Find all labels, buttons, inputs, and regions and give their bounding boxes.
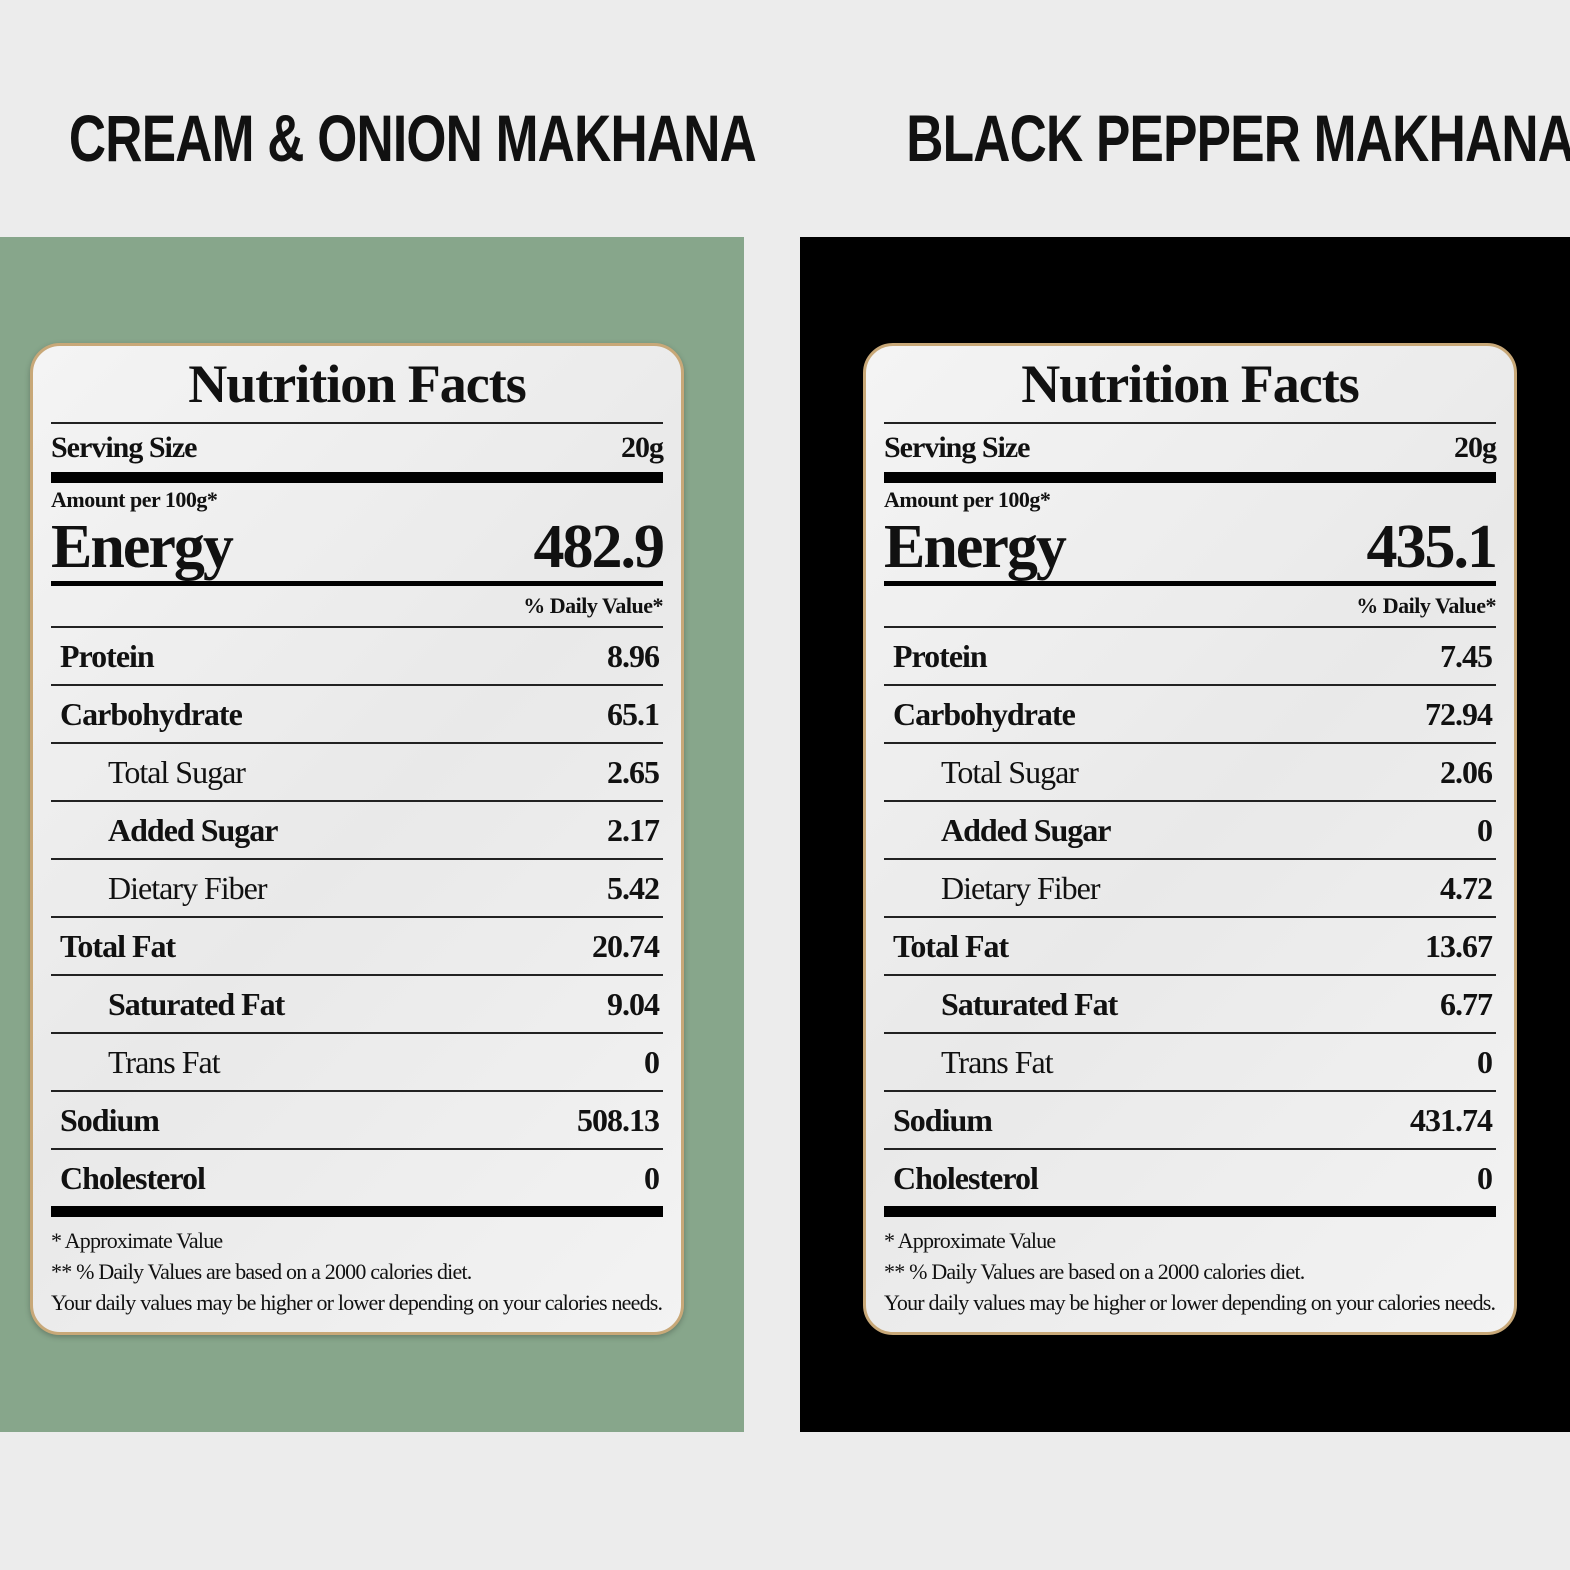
energy-row: Energy 435.1 — [884, 513, 1498, 586]
nutrient-row: Total Sugar 2.06 — [884, 744, 1496, 802]
nutrient-name: Total Sugar — [108, 754, 246, 790]
nutrient-row: Total Fat 20.74 — [51, 918, 663, 976]
nutrient-row: Sodium 508.13 — [51, 1092, 663, 1150]
nutrient-row: Total Sugar 2.65 — [51, 744, 663, 802]
energy-row: Energy 482.9 — [51, 513, 665, 586]
nutrient-row: Cholesterol 0 — [884, 1150, 1496, 1217]
footnote: ** % Daily Values are based on a 2000 ca… — [884, 1259, 1305, 1284]
daily-value-header: % Daily Value* — [884, 586, 1497, 628]
nutrient-row: Protein 8.96 — [51, 628, 663, 686]
serving-size-value: 20g — [621, 431, 664, 464]
nutrient-row: Dietary Fiber 5.42 — [51, 860, 663, 918]
nutrient-name: Total Fat — [893, 928, 1009, 964]
nutrient-name: Dietary Fiber — [108, 870, 267, 906]
nutrient-value: 20.74 — [592, 928, 660, 964]
nutrient-row: Trans Fat 0 — [51, 1034, 663, 1092]
nutrition-label: Nutrition Facts Serving Size 20g Amount … — [863, 343, 1517, 1335]
nutrient-value: 431.74 — [1410, 1102, 1493, 1138]
serving-size-value: 20g — [1454, 431, 1497, 464]
nutrient-name: Carbohydrate — [60, 696, 243, 732]
nutrient-name: Saturated Fat — [941, 986, 1118, 1022]
nutrient-value: 8.96 — [607, 638, 660, 674]
nutrient-name: Added Sugar — [108, 812, 278, 848]
nutrition-label: Nutrition Facts Serving Size 20g Amount … — [30, 343, 684, 1335]
nutrition-facts-title: Nutrition Facts — [884, 346, 1496, 424]
nutrient-value: 5.42 — [607, 870, 660, 906]
nutrient-value: 72.94 — [1425, 696, 1493, 732]
nutrient-name: Carbohydrate — [893, 696, 1076, 732]
nutrient-name: Total Fat — [60, 928, 176, 964]
nutrient-row: Dietary Fiber 4.72 — [884, 860, 1496, 918]
energy-label: Energy — [884, 513, 1067, 581]
energy-value: 482.9 — [533, 513, 665, 581]
nutrient-name: Sodium — [893, 1102, 993, 1138]
energy-label: Energy — [51, 513, 234, 581]
nutrient-value: 0 — [644, 1044, 660, 1080]
nutrient-name: Total Sugar — [941, 754, 1079, 790]
nutrient-row: Added Sugar 2.17 — [51, 802, 663, 860]
nutrient-value: 508.13 — [577, 1102, 660, 1138]
product-panel-cream-onion: Nutrition Facts Serving Size 20g Amount … — [0, 237, 744, 1432]
nutrient-name: Dietary Fiber — [941, 870, 1100, 906]
nutrient-name: Protein — [893, 638, 988, 674]
nutrient-name: Added Sugar — [941, 812, 1111, 848]
amount-per-label: Amount per 100g* — [884, 487, 1051, 512]
nutrient-row: Protein 7.45 — [884, 628, 1496, 686]
nutrient-row: Added Sugar 0 — [884, 802, 1496, 860]
nutrient-row: Saturated Fat 9.04 — [51, 976, 663, 1034]
nutrient-value: 0 — [1477, 1160, 1493, 1196]
footnote: * Approximate Value — [884, 1228, 1056, 1253]
nutrient-row: Sodium 431.74 — [884, 1092, 1496, 1150]
footnote: Your daily values may be higher or lower… — [884, 1290, 1496, 1315]
nutrient-value: 2.06 — [1440, 754, 1493, 790]
amount-per-label: Amount per 100g* — [51, 487, 218, 512]
nutrient-value: 0 — [1477, 812, 1493, 848]
nutrient-name: Cholesterol — [60, 1160, 206, 1196]
serving-size-label: Serving Size — [51, 431, 197, 464]
nutrient-row: Total Fat 13.67 — [884, 918, 1496, 976]
energy-value: 435.1 — [1366, 513, 1498, 581]
nutrient-name: Trans Fat — [941, 1044, 1054, 1080]
nutrient-value: 7.45 — [1440, 638, 1493, 674]
nutrient-name: Trans Fat — [108, 1044, 221, 1080]
nutrient-row: Carbohydrate 72.94 — [884, 686, 1496, 744]
nutrient-name: Sodium — [60, 1102, 160, 1138]
nutrition-facts-title: Nutrition Facts — [51, 346, 663, 424]
serving-size-row: Serving Size 20g — [884, 424, 1497, 483]
nutrient-row: Carbohydrate 65.1 — [51, 686, 663, 744]
nutrient-value: 4.72 — [1440, 870, 1493, 906]
footnote: * Approximate Value — [51, 1228, 223, 1253]
product-panel-black-pepper: Nutrition Facts Serving Size 20g Amount … — [800, 237, 1570, 1432]
footnotes: * Approximate Value ** % Daily Values are… — [51, 1225, 663, 1318]
nutrient-value: 2.17 — [607, 812, 660, 848]
nutrient-row: Cholesterol 0 — [51, 1150, 663, 1217]
footnote: Your daily values may be higher or lower… — [51, 1290, 663, 1315]
nutrient-value: 6.77 — [1440, 986, 1493, 1022]
nutrient-value: 65.1 — [607, 696, 660, 732]
nutrient-value: 2.65 — [607, 754, 660, 790]
serving-size-label: Serving Size — [884, 431, 1030, 464]
nutrient-value: 0 — [644, 1160, 660, 1196]
nutrient-value: 9.04 — [607, 986, 660, 1022]
nutrient-name: Protein — [60, 638, 155, 674]
nutrient-row: Trans Fat 0 — [884, 1034, 1496, 1092]
nutrient-value: 0 — [1477, 1044, 1493, 1080]
product-title-cream-onion: CREAM & ONION MAKHANA — [68, 101, 757, 175]
nutrient-name: Saturated Fat — [108, 986, 285, 1022]
nutrient-name: Cholesterol — [893, 1160, 1039, 1196]
footnotes: * Approximate Value ** % Daily Values are… — [884, 1225, 1496, 1318]
footnote: ** % Daily Values are based on a 2000 ca… — [51, 1259, 472, 1284]
daily-value-header: % Daily Value* — [51, 586, 664, 628]
serving-size-row: Serving Size 20g — [51, 424, 664, 483]
nutrient-value: 13.67 — [1425, 928, 1493, 964]
product-title-black-pepper: BLACK PEPPER MAKHANA — [906, 101, 1570, 175]
nutrient-row: Saturated Fat 6.77 — [884, 976, 1496, 1034]
